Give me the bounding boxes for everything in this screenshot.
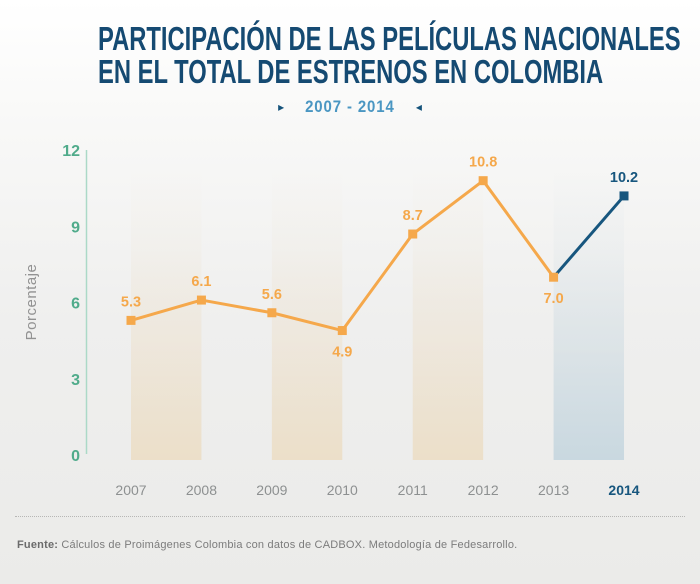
data-point-label: 5.3 bbox=[121, 294, 141, 310]
subtitle: ▸ 2007 - 2014 ◂ bbox=[0, 97, 700, 117]
data-point-label: 10.2 bbox=[610, 170, 638, 186]
footer-divider bbox=[15, 516, 685, 517]
x-year-label: 2009 bbox=[256, 482, 287, 498]
title-line-1: PARTICIPACIÓN DE LAS PELÍCULAS NACIONALE… bbox=[97, 20, 681, 57]
data-point-marker bbox=[267, 308, 277, 318]
data-point-marker bbox=[126, 315, 136, 325]
x-year-label: 2013 bbox=[538, 482, 569, 498]
data-point-label: 7.0 bbox=[543, 291, 563, 307]
chart-header: PARTICIPACIÓN DE LAS PELÍCULAS NACIONALE… bbox=[0, 22, 700, 117]
x-year-label: 2007 bbox=[115, 482, 146, 498]
series-line-highlight bbox=[552, 194, 626, 279]
y-tick-label: 0 bbox=[71, 448, 80, 465]
data-point-label: 4.9 bbox=[332, 345, 352, 361]
y-tick-label: 9 bbox=[71, 219, 80, 236]
data-point-marker bbox=[478, 176, 488, 186]
x-year-label: 2008 bbox=[186, 482, 217, 498]
plot-band bbox=[553, 168, 625, 460]
data-point-label: 8.7 bbox=[403, 208, 423, 224]
y-axis-title: Porcentaje bbox=[23, 264, 40, 341]
plot-band bbox=[131, 168, 202, 460]
plot-band bbox=[412, 168, 484, 460]
data-point-marker bbox=[549, 272, 559, 282]
x-year-label: 2010 bbox=[327, 482, 358, 498]
page-title: PARTICIPACIÓN DE LAS PELÍCULAS NACIONALE… bbox=[97, 20, 681, 90]
plot-band bbox=[271, 168, 343, 460]
data-point-label: 10.8 bbox=[469, 155, 497, 171]
left-pointer-icon: ◂ bbox=[415, 100, 422, 114]
data-point-label: 6.1 bbox=[191, 274, 211, 290]
data-point-marker bbox=[408, 229, 418, 239]
right-pointer-icon: ▸ bbox=[278, 100, 285, 114]
title-line-2: EN EL TOTAL DE ESTRENOS EN COLOMBIA bbox=[97, 53, 604, 90]
x-year-label: 2014 bbox=[608, 482, 639, 498]
source-note: Fuente: Cálculos de Proimágenes Colombia… bbox=[17, 539, 517, 551]
data-point-marker bbox=[619, 191, 629, 201]
data-point-marker bbox=[196, 295, 206, 305]
y-tick-label: 6 bbox=[71, 296, 80, 313]
source-text: Cálculos de Proimágenes Colombia con dat… bbox=[58, 539, 518, 551]
y-tick-label: 12 bbox=[62, 143, 80, 160]
source-label: Fuente: bbox=[17, 539, 59, 551]
data-point-marker bbox=[337, 326, 347, 336]
x-year-label: 2011 bbox=[398, 482, 428, 498]
year-range-label: 2007 - 2014 bbox=[305, 97, 395, 116]
x-year-label: 2012 bbox=[468, 482, 499, 498]
y-tick-label: 3 bbox=[71, 372, 80, 389]
data-point-label: 5.6 bbox=[262, 287, 282, 303]
